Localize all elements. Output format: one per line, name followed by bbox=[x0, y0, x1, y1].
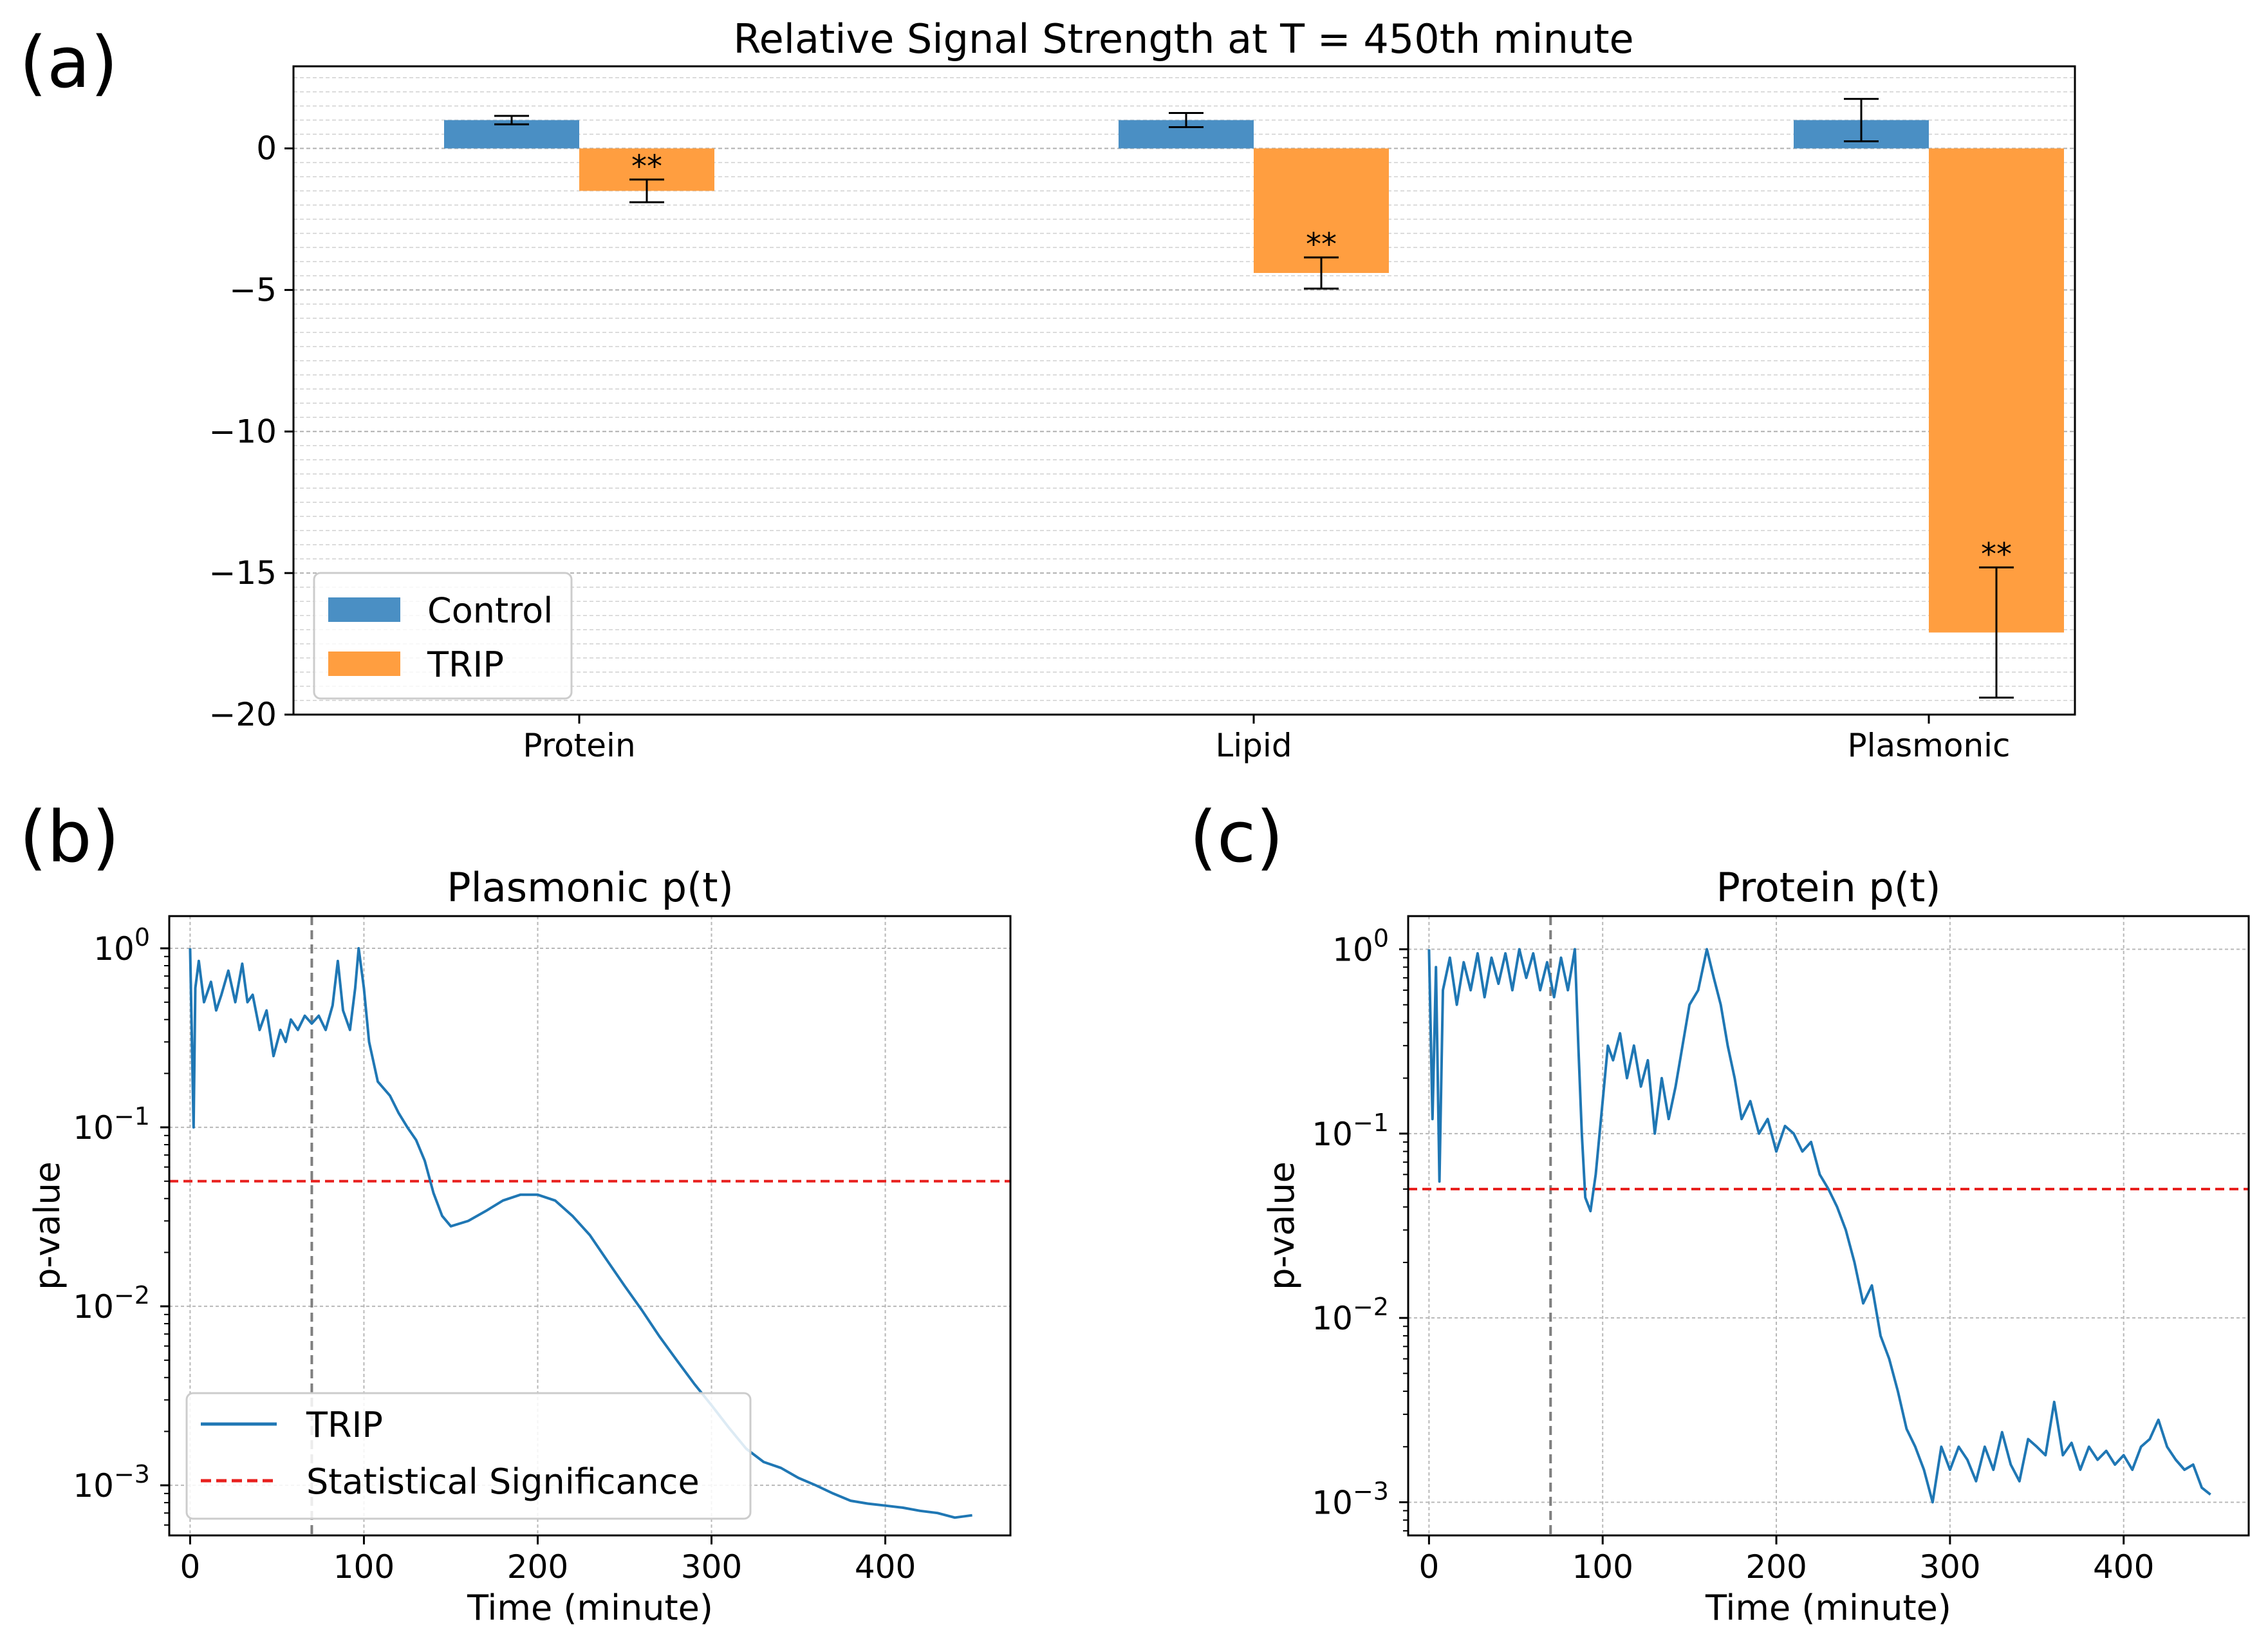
x-tick-label-b: 200 bbox=[507, 1548, 568, 1586]
y-tick-label-a: −5 bbox=[229, 271, 277, 308]
y-tick-base: 10 bbox=[73, 1288, 114, 1326]
y-tick-label-c: 100 bbox=[1332, 924, 1389, 969]
x-tick-label-b: 400 bbox=[855, 1548, 916, 1586]
panel-label-c: (c) bbox=[1189, 796, 1283, 878]
y-tick-label-a: −20 bbox=[209, 696, 277, 733]
category-label-plasmonic: Plasmonic bbox=[1847, 727, 2010, 764]
x-axis-label-b: Time (minute) bbox=[467, 1588, 713, 1628]
bar-trip-plasmonic bbox=[1929, 148, 2064, 633]
legend-label-threshold: Statistical Significance bbox=[306, 1461, 700, 1502]
y-tick-base: 10 bbox=[73, 1109, 114, 1147]
series-line-b bbox=[189, 947, 972, 1519]
y-tick-label-b: 10−2 bbox=[73, 1281, 150, 1326]
ticks-a: 0 −5 −10 −15 −20 Protein Lipid Plasmonic bbox=[209, 130, 2010, 764]
legend-b: TRIP Statistical Significance bbox=[185, 1392, 752, 1520]
legend-label-trip-b: TRIP bbox=[306, 1405, 383, 1445]
x-tick-label-c: 300 bbox=[1919, 1548, 1980, 1586]
y-tick-label-b: 10−3 bbox=[73, 1460, 150, 1505]
y-tick-exponent: −1 bbox=[114, 1102, 150, 1130]
bar-trip-lipid bbox=[1254, 148, 1389, 274]
y-tick-label-a: −10 bbox=[209, 413, 277, 450]
y-tick-exponent: −2 bbox=[114, 1281, 150, 1309]
legend-box-b bbox=[185, 1392, 752, 1520]
significance-marker: ** bbox=[1981, 536, 2012, 572]
significance-marker: ** bbox=[631, 149, 662, 185]
plot-c bbox=[1408, 916, 2249, 1535]
panel-a: (a) Relative Signal Strength at T = 450t… bbox=[19, 15, 2076, 764]
x-tick-label-c: 200 bbox=[1745, 1548, 1807, 1586]
y-tick-exponent: −3 bbox=[1353, 1477, 1389, 1505]
panel-b: (b) Plasmonic p(t) 0 100 200 300 40010010−11… bbox=[19, 796, 1012, 1628]
y-tick-exponent: −2 bbox=[1353, 1293, 1389, 1321]
grid-a bbox=[293, 77, 2075, 715]
y-tick-exponent: 0 bbox=[135, 923, 150, 952]
plot-frame-b bbox=[168, 915, 1012, 1537]
y-tick-base: 10 bbox=[93, 930, 135, 968]
legend-swatch-trip bbox=[328, 652, 400, 676]
y-tick-label-c: 10−2 bbox=[1312, 1293, 1389, 1337]
y-axis-label-c: p-value bbox=[1261, 1161, 1302, 1290]
chart-title-c: Protein p(t) bbox=[1716, 864, 1940, 911]
y-tick-label-a: 0 bbox=[256, 130, 277, 167]
y-tick-exponent: −1 bbox=[1353, 1109, 1389, 1137]
panel-label-b: (b) bbox=[19, 796, 120, 878]
chart-title-a: Relative Signal Strength at T = 450th mi… bbox=[733, 15, 1633, 62]
y-tick-base: 10 bbox=[73, 1467, 114, 1505]
y-axis-label-b: p-value bbox=[27, 1161, 68, 1290]
legend-swatch-control bbox=[328, 597, 400, 622]
legend-label-control: Control bbox=[427, 590, 553, 631]
x-tick-label-b: 100 bbox=[333, 1548, 395, 1586]
y-tick-label-b: 100 bbox=[93, 923, 150, 968]
y-tick-exponent: −3 bbox=[114, 1460, 150, 1488]
x-tick-label-b: 0 bbox=[180, 1548, 200, 1586]
x-tick-label-c: 0 bbox=[1418, 1548, 1439, 1586]
plot-frame-a bbox=[292, 65, 2076, 716]
y-tick-label-a: −15 bbox=[209, 554, 277, 592]
category-label-protein: Protein bbox=[523, 727, 635, 764]
y-tick-base: 10 bbox=[1312, 1116, 1353, 1153]
y-tick-exponent: 0 bbox=[1373, 924, 1389, 953]
y-tick-label-c: 10−3 bbox=[1312, 1477, 1389, 1521]
y-tick-base: 10 bbox=[1312, 1484, 1353, 1521]
bars-a: ** ** ** bbox=[444, 98, 2064, 699]
y-tick-label-c: 10−1 bbox=[1312, 1109, 1389, 1153]
chart-title-b: Plasmonic p(t) bbox=[447, 864, 734, 911]
legend-label-trip: TRIP bbox=[427, 644, 504, 685]
y-tick-label-b: 10−1 bbox=[73, 1102, 150, 1147]
x-tick-label-c: 100 bbox=[1572, 1548, 1633, 1586]
plot-frame-c bbox=[1407, 915, 2250, 1537]
y-tick-base: 10 bbox=[1312, 1300, 1353, 1337]
significance-marker: ** bbox=[1306, 227, 1337, 263]
series-line-c bbox=[1427, 948, 2211, 1504]
panel-c: (c) Protein p(t) 0 100 200 300 40010010−110−… bbox=[1189, 796, 2250, 1628]
x-axis-label-c: Time (minute) bbox=[1705, 1588, 1951, 1628]
category-label-lipid: Lipid bbox=[1215, 727, 1292, 764]
x-tick-label-b: 300 bbox=[681, 1548, 742, 1586]
y-tick-base: 10 bbox=[1332, 932, 1373, 969]
x-tick-label-c: 400 bbox=[2093, 1548, 2154, 1586]
panel-label-a: (a) bbox=[19, 21, 118, 104]
grid-c bbox=[1408, 916, 2249, 1535]
legend-a: Control TRIP bbox=[313, 572, 573, 700]
